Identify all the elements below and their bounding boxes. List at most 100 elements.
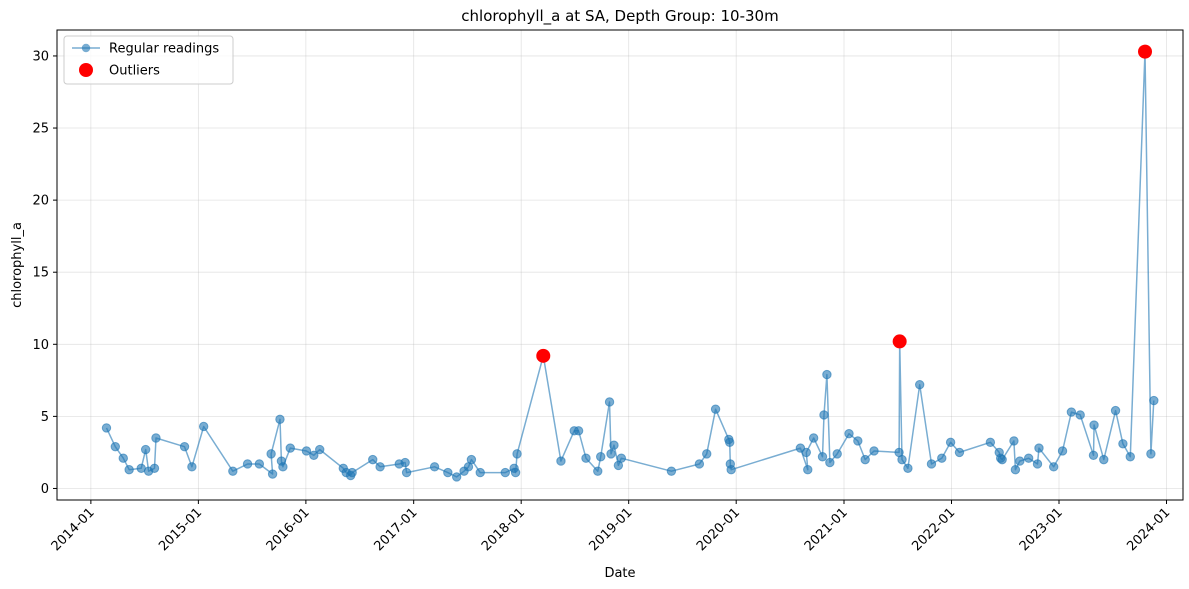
data-point <box>593 466 603 476</box>
data-point <box>803 465 813 475</box>
data-point <box>954 447 965 458</box>
data-point <box>187 462 197 472</box>
data-point <box>726 465 736 475</box>
legend-box <box>63 35 234 85</box>
data-point <box>1146 449 1156 459</box>
data-point <box>903 463 913 473</box>
data-point <box>475 467 485 478</box>
data-point <box>666 466 677 476</box>
x-axis-label: Date <box>604 566 635 581</box>
y-tick-label: 25 <box>32 122 49 137</box>
data-point <box>512 449 522 459</box>
data-point <box>101 423 112 433</box>
data-point <box>124 465 134 475</box>
data-point <box>1032 459 1043 469</box>
outlier-point <box>536 348 551 363</box>
data-point <box>500 467 510 478</box>
data-point <box>149 463 160 473</box>
data-point <box>926 459 937 469</box>
data-point <box>110 441 121 452</box>
data-point <box>1118 439 1128 449</box>
data-point <box>710 404 721 414</box>
data-point <box>118 453 128 463</box>
data-point <box>822 369 832 380</box>
data-point <box>897 454 907 465</box>
data-point <box>825 457 835 468</box>
legend-marker-regular <box>81 43 91 53</box>
data-point <box>1066 407 1077 417</box>
data-point <box>832 449 842 459</box>
data-point <box>451 472 462 482</box>
plot-frame <box>56 29 1184 501</box>
data-point <box>1034 443 1044 453</box>
data-point <box>1015 456 1025 466</box>
data-point <box>368 454 378 465</box>
legend-marker-outliers <box>79 63 93 77</box>
data-point <box>985 437 996 448</box>
data-point <box>400 457 410 468</box>
data-point <box>573 426 584 436</box>
data-point <box>254 459 265 469</box>
data-point <box>151 433 161 443</box>
data-point <box>301 446 312 456</box>
data-point <box>401 467 412 478</box>
outlier-point <box>892 334 907 349</box>
data-point <box>228 466 238 476</box>
data-point <box>347 467 357 478</box>
y-tick-label: 20 <box>32 194 49 209</box>
data-point <box>275 414 285 424</box>
y-axis-label: chlorophyll_a <box>10 222 25 308</box>
data-point <box>1125 452 1135 462</box>
y-tick-label: 15 <box>32 266 49 281</box>
data-point <box>443 467 453 478</box>
data-point <box>309 450 319 461</box>
data-point <box>1075 410 1085 420</box>
data-point <box>466 454 477 465</box>
data-point <box>596 452 606 462</box>
data-point <box>198 421 209 432</box>
data-point <box>853 436 863 446</box>
grid <box>57 30 1183 500</box>
data-point <box>1089 420 1099 430</box>
data-point <box>315 444 325 455</box>
data-point <box>702 449 712 459</box>
data-point <box>140 444 151 455</box>
data-point <box>997 454 1007 465</box>
data-point <box>285 443 295 453</box>
y-tick-label: 10 <box>32 338 49 353</box>
data-point <box>267 469 278 479</box>
data-point <box>819 410 829 420</box>
data-point <box>1099 454 1109 465</box>
data-point <box>375 462 385 472</box>
data-point <box>604 397 615 407</box>
data-point <box>556 456 566 466</box>
data-point <box>808 433 819 443</box>
data-point <box>242 459 253 469</box>
data-point <box>1110 405 1121 416</box>
y-tick-label: 5 <box>41 410 49 425</box>
data-point <box>869 446 879 456</box>
data-point <box>914 379 925 390</box>
data-point <box>1010 465 1021 475</box>
data-point <box>1149 395 1159 406</box>
data-point <box>694 459 705 469</box>
data-point <box>606 449 616 459</box>
data-point <box>1088 450 1099 461</box>
y-tick-label: 30 <box>32 49 49 64</box>
data-point <box>616 453 627 463</box>
data-point <box>429 462 440 472</box>
data-point <box>179 441 190 452</box>
data-point <box>801 447 811 458</box>
data-point <box>844 428 854 439</box>
data-point <box>1049 462 1059 472</box>
chart-title: chlorophyll_a at SA, Depth Group: 10-30m <box>461 7 778 26</box>
y-tick-label: 0 <box>41 482 49 497</box>
legend-label-outliers: Outliers <box>109 64 160 79</box>
legend-label-regular: Regular readings <box>109 42 219 57</box>
data-point <box>1057 446 1068 456</box>
legend: Regular readings Outliers <box>63 35 234 85</box>
data-point <box>609 440 619 450</box>
data-point <box>581 453 591 463</box>
